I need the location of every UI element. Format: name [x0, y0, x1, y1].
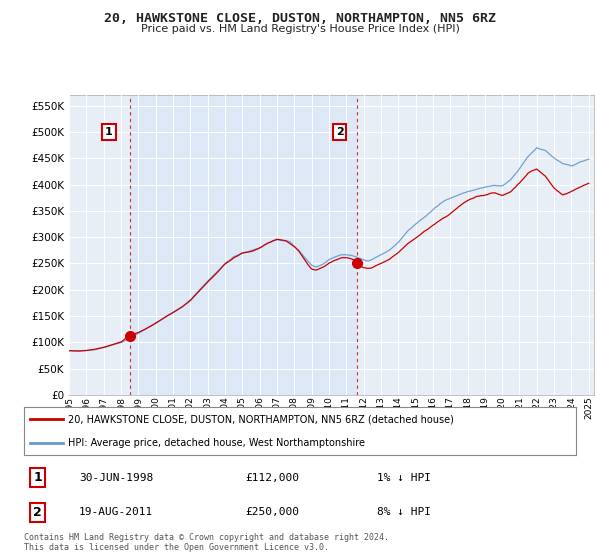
Text: 19-AUG-2011: 19-AUG-2011: [79, 507, 154, 517]
Text: Price paid vs. HM Land Registry's House Price Index (HPI): Price paid vs. HM Land Registry's House …: [140, 24, 460, 34]
Text: 2: 2: [336, 127, 344, 137]
Text: 1% ↓ HPI: 1% ↓ HPI: [377, 473, 431, 483]
Text: 8% ↓ HPI: 8% ↓ HPI: [377, 507, 431, 517]
Text: £112,000: £112,000: [245, 473, 299, 483]
Text: 30-JUN-1998: 30-JUN-1998: [79, 473, 154, 483]
Bar: [130, 95, 357, 395]
Text: 20, HAWKSTONE CLOSE, DUSTON, NORTHAMPTON, NN5 6RZ: 20, HAWKSTONE CLOSE, DUSTON, NORTHAMPTON…: [104, 12, 496, 25]
Text: 20, HAWKSTONE CLOSE, DUSTON, NORTHAMPTON, NN5 6RZ (detached house): 20, HAWKSTONE CLOSE, DUSTON, NORTHAMPTON…: [68, 414, 454, 424]
Text: Contains HM Land Registry data © Crown copyright and database right 2024.
This d: Contains HM Land Registry data © Crown c…: [24, 533, 389, 552]
Text: HPI: Average price, detached house, West Northamptonshire: HPI: Average price, detached house, West…: [68, 438, 365, 448]
Text: £250,000: £250,000: [245, 507, 299, 517]
Text: 1: 1: [34, 471, 42, 484]
Text: 1: 1: [105, 127, 113, 137]
Text: 2: 2: [34, 506, 42, 519]
